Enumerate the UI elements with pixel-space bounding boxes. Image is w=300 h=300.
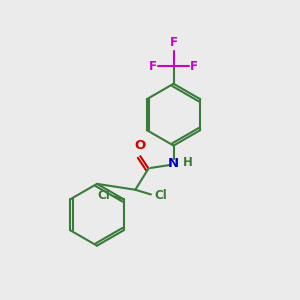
Text: N: N	[168, 157, 179, 170]
Text: F: F	[149, 60, 157, 73]
Text: F: F	[190, 60, 198, 73]
Text: H: H	[183, 156, 193, 169]
Text: Cl: Cl	[154, 188, 167, 202]
Text: O: O	[135, 140, 146, 152]
Text: F: F	[169, 36, 178, 49]
Text: Cl: Cl	[98, 189, 110, 202]
